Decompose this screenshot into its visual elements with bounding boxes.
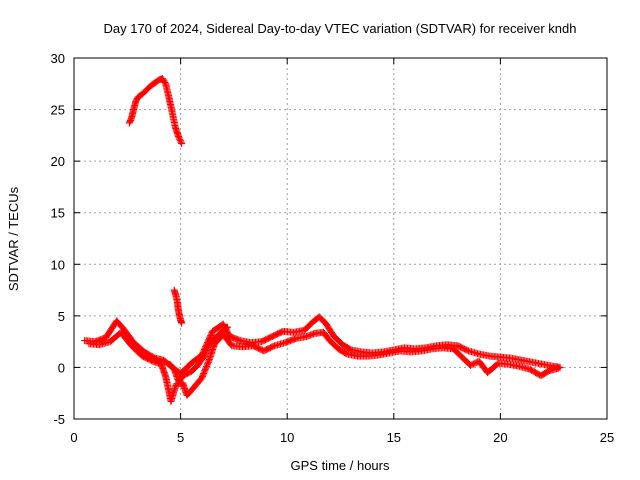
- data-point-marker: [202, 348, 210, 356]
- x-tick-label: 15: [387, 430, 401, 445]
- data-point-marker: [178, 319, 186, 327]
- data-points: [81, 75, 564, 405]
- x-axis-label: GPS time / hours: [291, 458, 390, 473]
- series-track-b: [85, 328, 562, 405]
- x-tick-label: 20: [493, 430, 507, 445]
- plot-frame: [73, 57, 608, 420]
- data-point-marker: [201, 351, 209, 359]
- data-point-marker: [174, 132, 182, 140]
- x-tick-label: 25: [600, 430, 614, 445]
- data-point-marker: [175, 134, 183, 142]
- data-point-marker: [554, 364, 562, 372]
- x-tick-label: 10: [280, 430, 294, 445]
- y-axis-label: SDTVAR / TECUs: [6, 186, 21, 291]
- x-tick-label: 0: [70, 430, 77, 445]
- y-tick-label: 30: [51, 51, 65, 66]
- data-point-marker: [200, 352, 208, 360]
- series-upper-arc: [125, 75, 186, 148]
- y-tick-label: 20: [51, 154, 65, 169]
- y-tick-label: -5: [53, 412, 65, 427]
- data-point-marker: [178, 140, 186, 148]
- y-tick-label: 5: [58, 309, 65, 324]
- data-point-marker: [224, 323, 232, 331]
- y-tick-label: 25: [51, 103, 65, 118]
- data-point-marker: [176, 137, 184, 145]
- data-point-marker: [201, 349, 209, 357]
- y-tick-label: 15: [51, 206, 65, 221]
- x-tick-label: 5: [177, 430, 184, 445]
- grid-lines: [74, 58, 607, 419]
- data-point-marker: [203, 346, 211, 354]
- y-tick-label: 10: [51, 257, 65, 272]
- data-point-marker: [205, 341, 213, 349]
- data-point-marker: [205, 342, 213, 350]
- data-point-marker: [204, 343, 212, 351]
- data-point-marker: [222, 324, 230, 332]
- series-track-c: [166, 323, 232, 385]
- data-point-marker: [176, 135, 184, 143]
- data-point-marker: [203, 345, 211, 353]
- series-short-segment: [170, 286, 186, 327]
- data-point-marker: [177, 138, 185, 146]
- y-tick-label: 0: [58, 360, 65, 375]
- chart-title: Day 170 of 2024, Sidereal Day-to-day VTE…: [103, 21, 576, 36]
